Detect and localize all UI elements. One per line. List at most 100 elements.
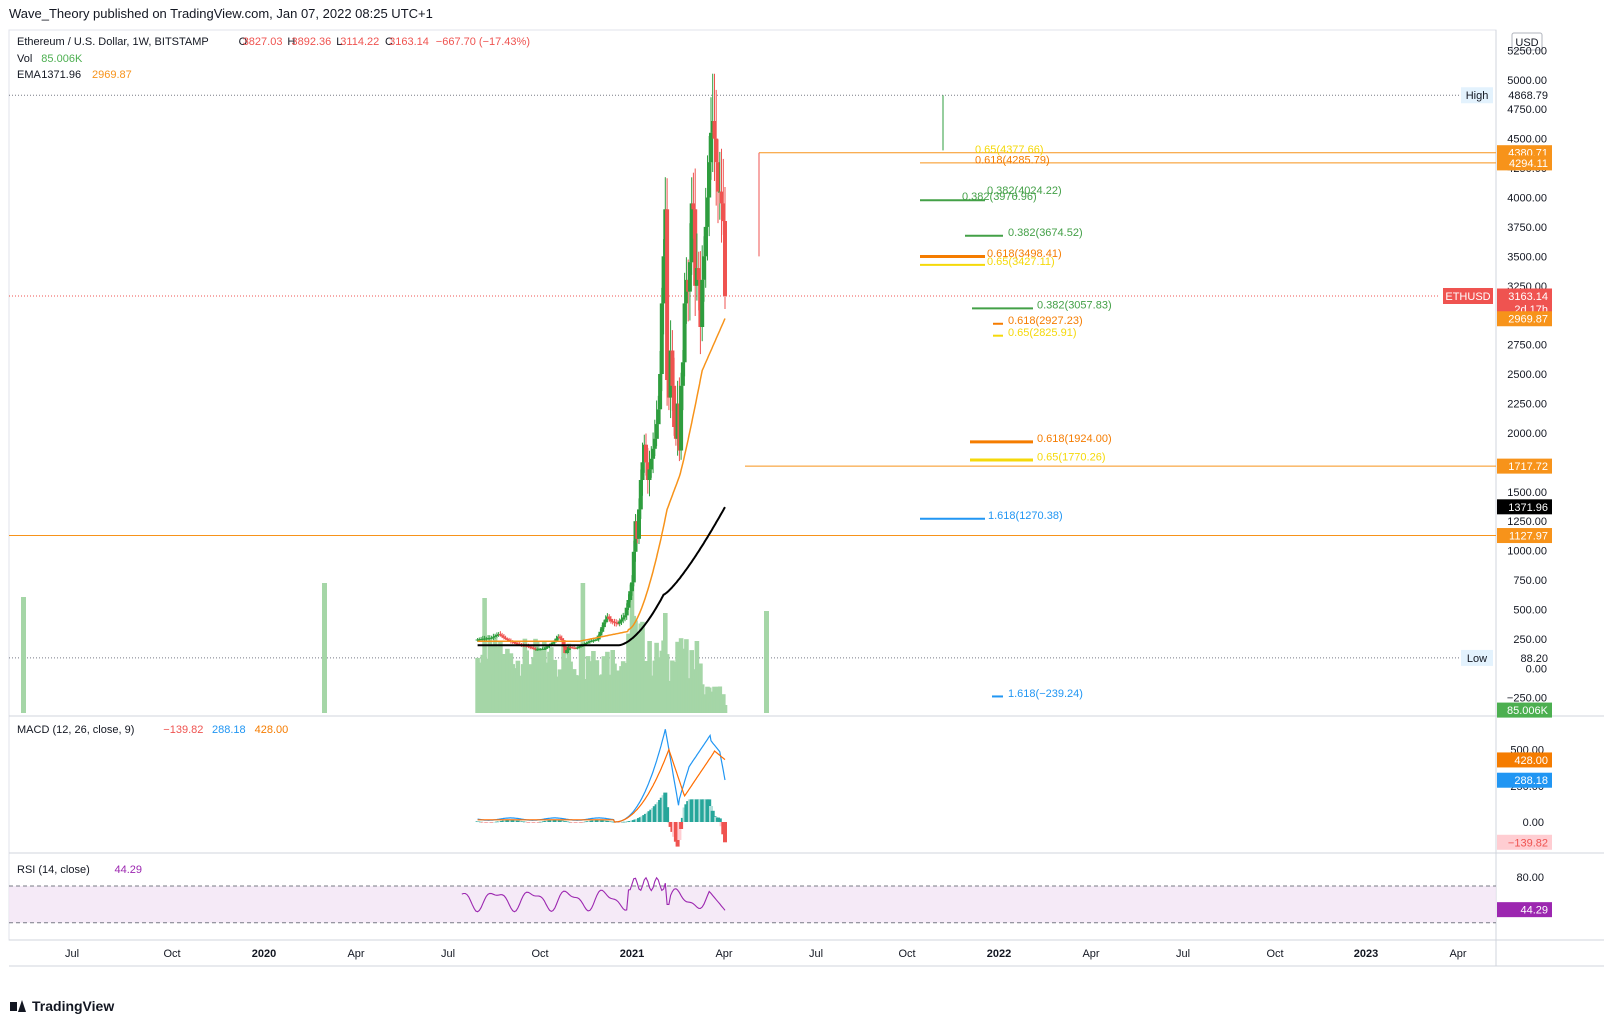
ema-fast-line (477, 318, 726, 642)
rsi-band (9, 886, 1496, 923)
legend-vol-value: 85.006K (41, 53, 83, 65)
candle-body (689, 203, 694, 263)
price-axis-tick: 4500.00 (1507, 134, 1547, 146)
volume-bar (482, 598, 487, 713)
price-axis-tick: 1000.00 (1507, 546, 1547, 558)
candle-body (721, 203, 726, 222)
candle-body (491, 636, 496, 638)
time-axis-label: 2023 (1354, 948, 1378, 960)
price-axis-tick: 5000.00 (1507, 75, 1547, 87)
candle-body (603, 619, 608, 623)
price-badge-value: 1717.72 (1508, 461, 1548, 473)
legend-c-value: 3163.14 (389, 36, 429, 48)
published-by-line: Wave_Theory published on TradingView.com… (9, 6, 433, 21)
price-axis-tick: −250.00 (1507, 693, 1547, 705)
candle-body (514, 642, 519, 644)
candle-body (652, 438, 657, 449)
candle-body (709, 132, 713, 163)
legend-ema-value-slow: 1371.96 (41, 69, 81, 81)
price-axis-tick: 750.00 (1513, 575, 1547, 587)
candle-body (659, 303, 664, 374)
candle-body (624, 607, 629, 616)
candle-body (714, 138, 719, 163)
volume-bar (722, 705, 728, 713)
candle-body (563, 646, 568, 653)
price-badge-label-bg (1461, 87, 1493, 104)
candle-body (638, 480, 643, 510)
candle-body (608, 618, 613, 622)
price-axis-tick: 4000.00 (1507, 193, 1547, 205)
candle-body (610, 621, 615, 623)
price-axis-tick: 5250.00 (1507, 45, 1547, 57)
price-badge (1497, 702, 1552, 718)
symbol-label: ETHUSD (1445, 291, 1490, 303)
candle-body (682, 303, 687, 363)
price-badge-value: 1371.96 (1508, 502, 1548, 514)
legend-h-value: 3892.36 (292, 36, 332, 48)
macd-histogram-bar (723, 822, 727, 843)
fib-level-label: 0.65(1770.26) (1037, 451, 1106, 463)
candle-body (558, 636, 562, 639)
time-axis-label: Jul (809, 948, 823, 960)
candle-body (528, 646, 533, 648)
macd-badge (1497, 752, 1552, 768)
rsi-legend-value: 44.29 (115, 864, 143, 876)
candle-body (696, 268, 701, 280)
candle-body (559, 638, 564, 641)
tradingview-logo[interactable]: TradingView (10, 998, 114, 1014)
time-axis-label: 2022 (987, 948, 1011, 960)
candle-body (565, 650, 570, 653)
time-axis-label: Jul (1176, 948, 1190, 960)
candle-body (658, 374, 663, 410)
symbol-label-bg (1443, 287, 1493, 304)
candle-body (693, 209, 698, 286)
price-badge (1497, 499, 1552, 515)
candle-body (566, 647, 571, 650)
fib-level-label: 0.382(3976.96) (962, 191, 1037, 203)
price-badge (1497, 528, 1552, 544)
candle-body (507, 639, 512, 641)
price-axis-tick: 3500.00 (1507, 251, 1547, 263)
candle-body (644, 444, 648, 463)
time-axis-label: Oct (898, 948, 915, 960)
macd-badge (1497, 772, 1552, 788)
price-badge: 4868.79 (1508, 90, 1548, 102)
fib-level-label: 0.618(2927.23) (1008, 315, 1083, 327)
candle-body (561, 640, 566, 647)
candle-body (607, 616, 612, 619)
candle-body (621, 617, 626, 620)
price-badge-label: High (1466, 90, 1489, 102)
candle-body (526, 645, 531, 647)
macd-histogram-bar (679, 822, 684, 829)
candle-body (654, 424, 659, 439)
legend-l-label: L (336, 36, 342, 48)
macd-badge (1497, 834, 1552, 850)
rsi-legend-label: RSI (14, close) (17, 864, 90, 876)
macd-histogram-bar (565, 821, 570, 822)
candle-body (584, 643, 589, 644)
candle-body (640, 462, 645, 480)
candle-body (503, 637, 508, 639)
time-axis-label: Apr (1082, 948, 1099, 960)
candle-body (649, 458, 654, 470)
volume-bar (706, 687, 712, 713)
candle-body (501, 636, 506, 638)
time-axis-label: Apr (347, 948, 364, 960)
fib-level-label: 0.65(4377.66) (975, 144, 1044, 156)
candle-body (626, 600, 631, 608)
time-axis-label: Jul (65, 948, 79, 960)
fib-level-label: 0.65(2825.91) (1008, 327, 1077, 339)
time-axis-label: Apr (715, 948, 732, 960)
candle-body (512, 642, 517, 643)
candle-body (498, 634, 503, 636)
price-axis-tick: 1500.00 (1507, 487, 1547, 499)
candle-body (530, 647, 534, 649)
candle-body (707, 162, 712, 198)
candle-body (630, 582, 634, 592)
volume-bar (712, 686, 717, 713)
legend-o-value: 3827.03 (243, 36, 283, 48)
candle-body (544, 647, 548, 649)
macd-histogram-bar (521, 821, 526, 822)
